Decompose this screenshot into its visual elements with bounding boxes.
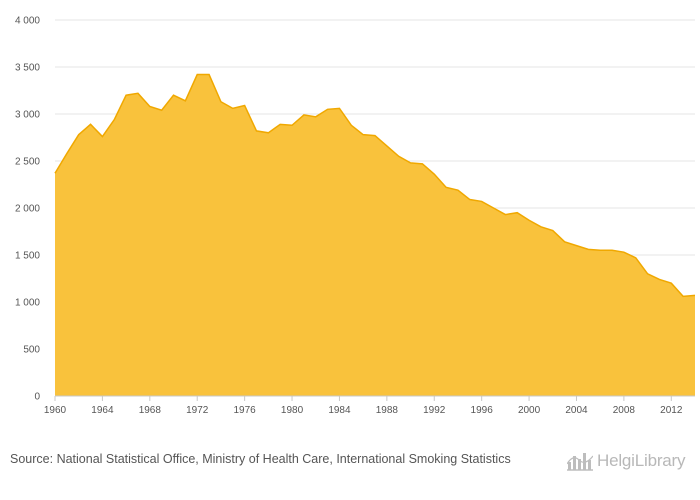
x-tick-label: 1968 bbox=[139, 405, 162, 416]
y-axis: 0 500 1 000 1 500 2 000 2 500 3 000 3 500 4 000 bbox=[15, 16, 40, 403]
chart-area-series bbox=[54, 73, 696, 397]
x-tick-label: 1964 bbox=[91, 405, 114, 416]
area-chart: 1960 1964 1968 1972 1976 1980 1984 1988 1992 1996… bbox=[15, 16, 696, 416]
source-note: Source: National Statistical Office, Min… bbox=[10, 451, 550, 468]
chart-building-icon bbox=[567, 453, 593, 471]
x-tick-label: 1980 bbox=[281, 405, 304, 416]
area-line bbox=[54, 73, 696, 298]
x-tick-label: 1972 bbox=[186, 405, 209, 416]
x-tick-label: 2000 bbox=[518, 405, 541, 416]
y-tick-label: 3 500 bbox=[15, 63, 40, 74]
y-tick-label: 500 bbox=[23, 345, 40, 356]
x-tick-label: 2004 bbox=[565, 405, 588, 416]
x-tick-label: 1976 bbox=[234, 405, 257, 416]
x-axis: 1960 1964 1968 1972 1976 1980 1984 1988 1992 1996… bbox=[44, 395, 695, 416]
x-tick-label: 1960 bbox=[44, 405, 67, 416]
x-tick-label: 1996 bbox=[471, 405, 494, 416]
y-tick-label: 4 000 bbox=[15, 16, 40, 27]
x-tick-label: 2008 bbox=[613, 405, 636, 416]
y-tick-label: 3 000 bbox=[15, 110, 40, 121]
logo-text: HelgiLibrary bbox=[597, 451, 686, 470]
source-text: National Statistical Office, Ministry of… bbox=[56, 452, 511, 466]
y-tick-label: 0 bbox=[34, 392, 40, 403]
y-tick-label: 1 500 bbox=[15, 251, 40, 262]
x-tick-label: 1988 bbox=[376, 405, 399, 416]
helgilibrary-logo[interactable]: HelgiLibrary bbox=[567, 447, 695, 475]
y-tick-label: 1 000 bbox=[15, 298, 40, 309]
y-tick-label: 2 000 bbox=[15, 204, 40, 215]
y-tick-label: 2 500 bbox=[15, 157, 40, 168]
source-prefix: Source: bbox=[10, 452, 54, 466]
area-fill bbox=[55, 74, 695, 397]
x-tick-label: 1984 bbox=[328, 405, 351, 416]
x-tick-label: 2012 bbox=[660, 405, 683, 416]
x-tick-label: 1992 bbox=[423, 405, 446, 416]
